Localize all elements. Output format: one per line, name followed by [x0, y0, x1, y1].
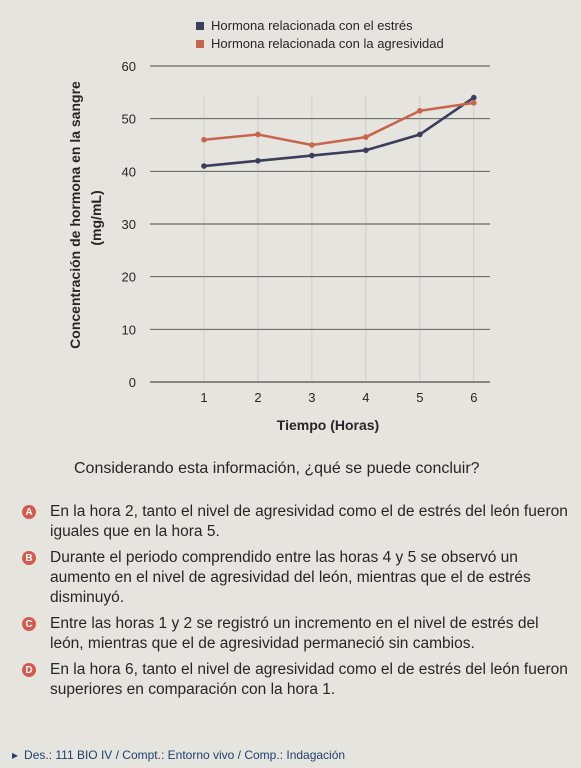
legend-swatch-1 — [196, 22, 204, 30]
y-tick-label: 30 — [122, 217, 136, 232]
data-point — [363, 147, 369, 154]
data-point — [471, 100, 477, 106]
arrow-right-icon: ▸ — [12, 748, 19, 762]
x-tick-label: 5 — [416, 390, 423, 405]
data-point — [201, 136, 207, 143]
x-axis-label: Tiempo (Horas) — [277, 417, 379, 433]
footer-note: ▸ Des.: 111 BIO IV / Compt.: Entorno vivo… — [12, 748, 345, 762]
y-tick-label: 20 — [122, 270, 136, 285]
y-tick-label: 10 — [122, 322, 136, 337]
option-a-text: En la hora 2, tanto el nivel de agresivi… — [50, 503, 568, 540]
data-point — [309, 142, 315, 148]
line-chart: 0 10 20 30 40 50 60 1 2 3 4 5 6 Hormona relacionada… — [67, 18, 490, 433]
y-tick-label: 0 — [129, 375, 136, 390]
x-tick-label: 1 — [200, 390, 207, 405]
y-tick-label: 60 — [122, 59, 136, 74]
option-d-text: En la hora 6, tanto el nivel de agresivi… — [50, 661, 568, 698]
option-b-letter: B — [22, 551, 36, 565]
legend-label-1: Hormona relacionada con el estrés — [211, 18, 413, 33]
data-point — [417, 107, 423, 114]
x-tick-labels: 1 2 3 4 5 6 — [200, 390, 477, 405]
data-point — [417, 131, 423, 138]
legend-swatch-2 — [196, 40, 204, 48]
answer-options: A En la hora 2, tanto el nivel de agresi… — [22, 502, 574, 706]
data-point — [363, 134, 369, 140]
series-line-2 — [203, 101, 474, 147]
legend: Hormona relacionada con el estrés Hormona… — [196, 18, 444, 51]
data-point — [201, 163, 207, 169]
data-point — [309, 152, 315, 159]
x-tick-label: 4 — [362, 390, 369, 405]
legend-label-2: Hormona relacionada con la agresividad — [211, 36, 444, 51]
y-axis-unit: (mg/mL) — [88, 190, 104, 245]
y-tick-label: 50 — [122, 112, 136, 127]
data-point — [471, 94, 477, 101]
option-c-letter: C — [22, 617, 36, 631]
option-c[interactable]: C Entre las horas 1 y 2 se registró un i… — [22, 614, 574, 654]
option-d[interactable]: D En la hora 6, tanto el nivel de agresi… — [22, 660, 574, 700]
y-tick-label: 40 — [122, 164, 136, 179]
option-d-letter: D — [22, 663, 36, 677]
data-point — [255, 131, 261, 138]
option-a[interactable]: A En la hora 2, tanto el nivel de agresi… — [22, 502, 574, 542]
data-point — [255, 158, 261, 164]
option-b[interactable]: B Durante el periodo comprendido entre l… — [22, 548, 574, 608]
y-tick-labels: 0 10 20 30 40 50 60 — [122, 59, 136, 390]
footer-text: Des.: 111 BIO IV / Compt.: Entorno vivo … — [24, 748, 346, 762]
option-a-letter: A — [22, 505, 36, 519]
question-text: Considerando esta información, ¿qué se p… — [74, 460, 480, 477]
x-tick-label: 3 — [308, 390, 315, 405]
grid-lines — [150, 65, 490, 383]
option-c-text: Entre las horas 1 y 2 se registró un inc… — [50, 615, 539, 652]
x-tick-label: 6 — [470, 390, 477, 405]
series-line-1 — [203, 96, 475, 168]
y-axis-label: Concentración de hormona en la sangre — [67, 81, 83, 349]
x-tick-label: 2 — [254, 390, 261, 405]
series-lines — [201, 94, 477, 169]
option-b-text: Durante el periodo comprendido entre las… — [50, 549, 531, 606]
